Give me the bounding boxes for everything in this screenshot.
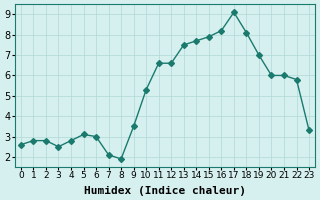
X-axis label: Humidex (Indice chaleur): Humidex (Indice chaleur) — [84, 186, 246, 196]
